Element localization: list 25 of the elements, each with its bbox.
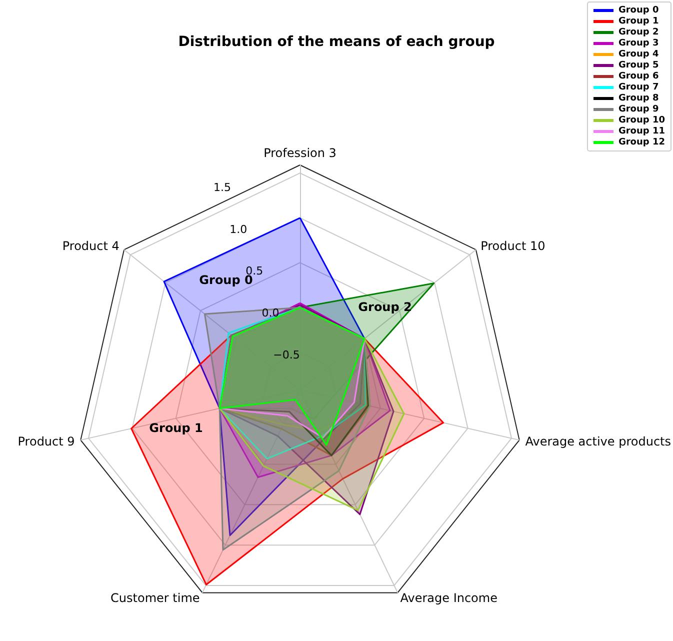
y-tick-label: 1.0	[230, 222, 248, 236]
spoke-label: Product 9	[18, 434, 75, 448]
legend-label: Group 9	[618, 104, 659, 114]
text: Distribution of the means of each group	[178, 34, 495, 50]
spoke-label: Profession 3	[264, 146, 336, 160]
legend-label: Group 7	[618, 82, 659, 92]
text: Group 2	[358, 300, 412, 314]
legend-label: Group 0	[618, 6, 659, 16]
legend-label: Group 11	[618, 126, 666, 136]
legend-label: Group 8	[618, 94, 659, 104]
legend-label: Group 4	[618, 50, 659, 60]
spoke-label: Product 4	[62, 238, 120, 253]
y-tick-label: 1.5	[214, 180, 232, 194]
legend-label: Group 1	[618, 16, 659, 26]
legend-label: Group 10	[618, 116, 666, 126]
spoke-label: Product 10	[480, 238, 546, 253]
legend-label: Group 2	[618, 28, 659, 38]
legend-label: Group 6	[618, 72, 659, 82]
legend-label: Group 12	[618, 138, 666, 148]
legend-label: Group 5	[618, 60, 659, 70]
spoke-label: Average Income	[400, 591, 498, 606]
spoke-label: Average active products	[525, 434, 672, 448]
spoke-label: Customer time	[110, 591, 200, 606]
legend-label: Group 3	[618, 38, 659, 48]
text: Group 1	[149, 421, 203, 435]
